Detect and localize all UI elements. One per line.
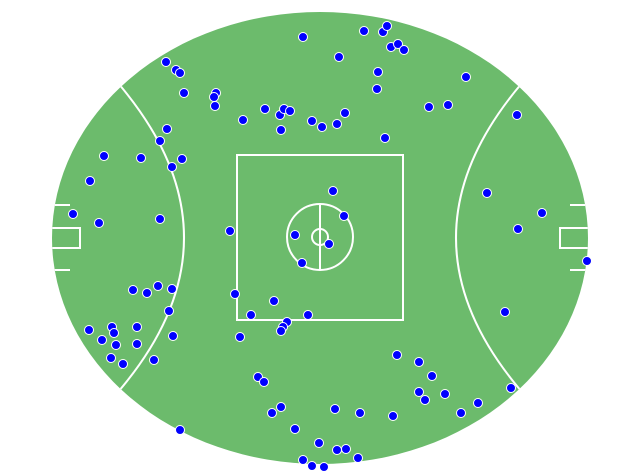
point: [355, 408, 365, 418]
point: [537, 208, 547, 218]
point: [85, 176, 95, 186]
point: [111, 340, 121, 350]
point: [276, 326, 286, 336]
point: [209, 92, 219, 102]
field: [52, 82, 588, 393]
point: [328, 186, 338, 196]
point: [168, 331, 178, 341]
point: [109, 328, 119, 338]
point: [132, 339, 142, 349]
point: [393, 39, 403, 49]
point: [314, 438, 324, 448]
point: [267, 408, 277, 418]
point: [420, 395, 430, 405]
point: [106, 353, 116, 363]
point: [359, 26, 369, 36]
point: [285, 106, 295, 116]
point: [97, 335, 107, 345]
point: [269, 296, 279, 306]
point: [339, 211, 349, 221]
point: [482, 188, 492, 198]
point: [155, 136, 165, 146]
point: [167, 162, 177, 172]
point: [443, 100, 453, 110]
point: [373, 67, 383, 77]
point: [324, 239, 334, 249]
point: [303, 310, 313, 320]
point: [473, 398, 483, 408]
point: [424, 102, 434, 112]
point: [142, 288, 152, 298]
point: [276, 125, 286, 135]
point: [317, 122, 327, 132]
point: [298, 32, 308, 42]
point: [500, 307, 510, 317]
point: [132, 322, 142, 332]
point: [179, 88, 189, 98]
point: [330, 404, 340, 414]
point: [167, 284, 177, 294]
point: [399, 45, 409, 55]
point: [319, 462, 329, 472]
point: [153, 281, 163, 291]
point: [162, 124, 172, 134]
point: [307, 116, 317, 126]
point: [175, 68, 185, 78]
point: [392, 350, 402, 360]
point: [259, 377, 269, 387]
point: [290, 424, 300, 434]
point: [246, 310, 256, 320]
point: [582, 256, 592, 266]
point: [99, 151, 109, 161]
point: [380, 133, 390, 143]
point: [235, 332, 245, 342]
point: [340, 108, 350, 118]
point: [230, 289, 240, 299]
point: [307, 461, 317, 471]
point: [238, 115, 248, 125]
point: [210, 101, 220, 111]
point: [177, 154, 187, 164]
point: [512, 110, 522, 120]
points: [68, 21, 592, 472]
point: [414, 357, 424, 367]
point: [149, 355, 159, 365]
point: [332, 119, 342, 129]
point: [298, 455, 308, 465]
point: [297, 258, 307, 268]
point: [372, 84, 382, 94]
point: [440, 389, 450, 399]
point: [334, 52, 344, 62]
point: [260, 104, 270, 114]
point: [414, 387, 424, 397]
point: [225, 226, 235, 236]
point: [118, 359, 128, 369]
point: [276, 402, 286, 412]
point: [164, 306, 174, 316]
point: [84, 325, 94, 335]
point: [456, 408, 466, 418]
point: [290, 230, 300, 240]
point: [461, 72, 471, 82]
point: [128, 285, 138, 295]
point: [353, 453, 363, 463]
point: [388, 411, 398, 421]
point: [68, 209, 78, 219]
point: [341, 444, 351, 454]
point: [332, 445, 342, 455]
point: [506, 383, 516, 393]
field-lines: [52, 82, 588, 393]
point: [155, 214, 165, 224]
point: [513, 224, 523, 234]
point: [175, 425, 185, 435]
point: [427, 371, 437, 381]
point: [94, 218, 104, 228]
point: [382, 21, 392, 31]
point: [161, 57, 171, 67]
point: [136, 153, 146, 163]
